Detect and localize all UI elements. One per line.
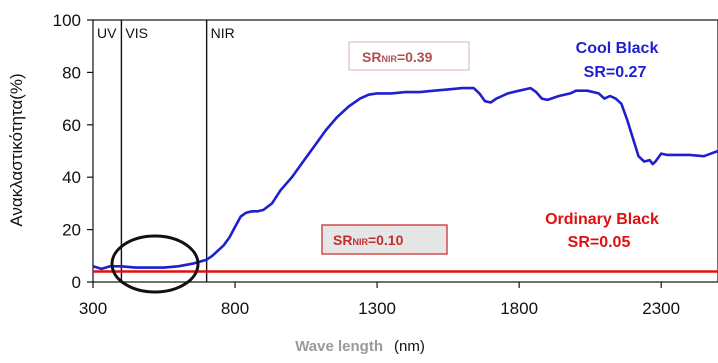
x-axis-label: Wave length xyxy=(295,338,383,355)
y-tick-label: 60 xyxy=(62,116,81,135)
region-label-nir: NIR xyxy=(211,25,235,41)
cool-black-sr: SR=0.27 xyxy=(584,64,647,81)
sr-nir-ordinary-text: SRNIR=0.10 xyxy=(333,232,404,248)
x-axis-unit: (nm) xyxy=(394,338,425,355)
sr-nir-cool-box xyxy=(348,41,470,71)
y-axis-ticks: 0 20 40 60 80 100 xyxy=(53,11,93,292)
sr-nir-cool-prefix: SR xyxy=(362,49,381,65)
series-line-cool-black xyxy=(92,86,718,271)
x-tick-label: 300 xyxy=(79,299,107,318)
x-tick-label: 800 xyxy=(221,299,249,318)
sr-nir-cool-sub: NIR xyxy=(381,54,397,64)
cool-black-label: Cool Black xyxy=(576,40,659,57)
sr-nir-ordinary-prefix: SR xyxy=(333,232,352,248)
region-label-uv: UV xyxy=(97,25,117,41)
plot-frame xyxy=(92,19,718,283)
region-label-vis: VIS xyxy=(125,25,148,41)
y-axis-label: Ανακλαστικότητα(%) xyxy=(7,73,26,226)
sr-nir-ordinary-box xyxy=(321,224,448,255)
y-tick-label: 80 xyxy=(62,63,81,82)
y-tick-label: 20 xyxy=(62,221,81,240)
x-tick-label: 1300 xyxy=(358,299,396,318)
y-tick-label: 0 xyxy=(72,273,81,292)
sr-nir-ordinary-value: =0.10 xyxy=(368,232,404,248)
ordinary-black-label: Ordinary Black xyxy=(545,211,659,228)
x-axis-ticks: 300 800 1300 1800 2300 xyxy=(79,282,680,318)
sr-nir-cool-text: SRNIR=0.39 xyxy=(362,49,433,65)
spectral-regions: UV VIS NIR xyxy=(97,20,235,282)
visible-range-highlight xyxy=(110,234,200,294)
ordinary-black-sr: SR=0.05 xyxy=(568,234,631,251)
series-group xyxy=(92,86,718,273)
y-tick-label: 100 xyxy=(53,11,81,30)
sr-nir-ordinary-sub: NIR xyxy=(352,237,368,247)
x-tick-label: 2300 xyxy=(642,299,680,318)
x-tick-label: 1800 xyxy=(500,299,538,318)
sr-nir-cool-value: =0.39 xyxy=(397,49,433,65)
y-tick-label: 40 xyxy=(62,168,81,187)
